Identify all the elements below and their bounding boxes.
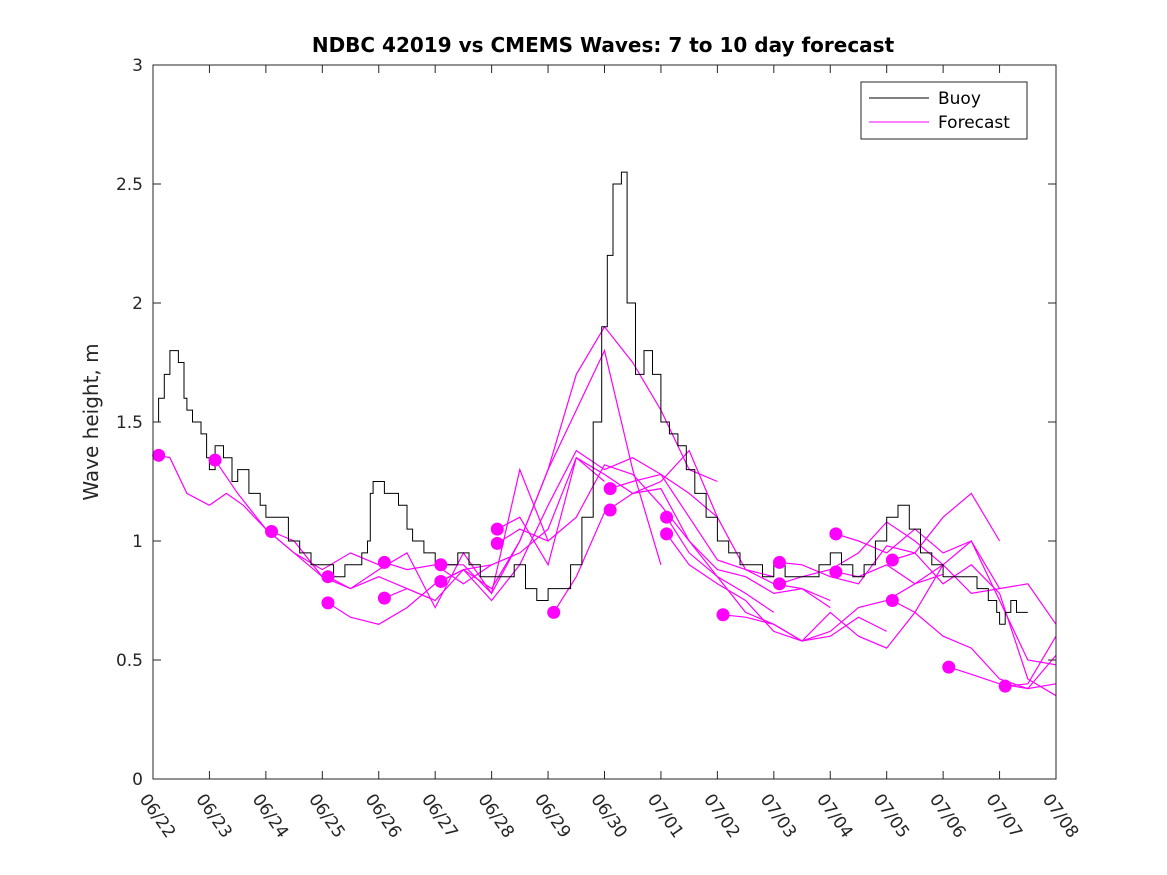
forecast-start-marker — [885, 553, 899, 567]
y-axis: 0 0.5 1 1.5 2 2.5 3 — [116, 56, 1056, 790]
forecast-start-marker — [152, 448, 166, 462]
forecast-line-21 — [892, 552, 1057, 697]
forecast-start-marker — [885, 594, 899, 607]
chart-title: NDBC 42019 vs CMEMS Waves: 7 to 10 day f… — [312, 33, 895, 57]
y-tick-label: 0.5 — [116, 651, 143, 671]
forecast-line-2 — [214, 459, 380, 571]
forecast-line-12 — [553, 487, 831, 613]
forecast-start-marker — [942, 660, 956, 674]
forecast-line-5 — [327, 467, 549, 609]
forecast-line-11 — [496, 464, 775, 613]
forecast-start-marker — [321, 596, 335, 610]
buoy-line — [153, 171, 1028, 625]
y-tick-label: 2 — [132, 294, 143, 314]
forecast-line-16 — [722, 564, 944, 649]
forecast-markers — [152, 448, 1012, 693]
legend-box — [860, 81, 1028, 140]
forecast-start-marker — [321, 570, 335, 584]
forecast-start-marker — [660, 527, 674, 541]
forecast-line-19 — [835, 528, 1057, 625]
legend-forecast-label: Forecast — [938, 113, 1010, 133]
forecast-start-marker — [829, 565, 843, 579]
forecast-start-marker — [208, 453, 222, 467]
legend-buoy-label: Buoy — [938, 89, 981, 109]
forecast-start-marker — [603, 482, 617, 496]
forecast-start-marker — [829, 527, 843, 541]
forecast-line-13 — [609, 473, 831, 602]
forecast-line-14 — [666, 533, 887, 642]
forecast-start-marker — [377, 555, 391, 569]
forecast-start-marker — [434, 558, 448, 572]
forecast-line-17 — [779, 492, 1001, 585]
y-tick-label: 2.5 — [116, 175, 143, 195]
y-tick-label: 1.5 — [116, 413, 143, 433]
y-tick-label: 3 — [132, 56, 143, 76]
forecast-line-24 — [1005, 635, 1057, 687]
forecast-start-marker — [547, 605, 561, 619]
forecast-line-6 — [384, 456, 605, 585]
forecast-line-9 — [440, 449, 718, 602]
forecast-start-marker — [377, 591, 391, 605]
buoy-line-group — [153, 171, 1028, 625]
legend: Buoy Forecast — [860, 81, 1028, 140]
forecast-start-marker — [265, 524, 279, 538]
y-tick-label: 1 — [132, 532, 143, 552]
forecast-start-marker — [716, 608, 730, 622]
forecast-start-marker — [772, 577, 786, 591]
forecast-start-marker — [490, 536, 504, 550]
forecast-line-8 — [440, 325, 718, 595]
y-tick-label: 0 — [132, 770, 143, 790]
forecast-start-marker — [660, 510, 674, 524]
forecast-start-marker — [998, 679, 1012, 693]
forecast-start-marker — [490, 522, 504, 536]
plot-area — [152, 171, 1057, 697]
forecast-start-marker — [603, 503, 617, 517]
forecast-start-marker — [434, 574, 448, 588]
y-axis-label: Wave height, m — [79, 343, 103, 500]
forecast-start-marker — [772, 555, 786, 569]
